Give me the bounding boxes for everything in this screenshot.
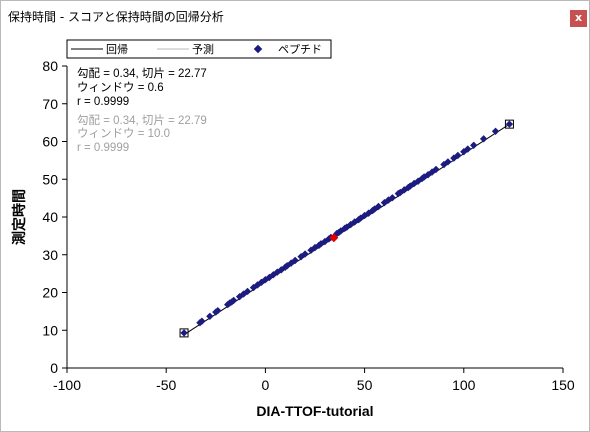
peptide-point[interactable]: [198, 317, 206, 325]
x-tick-label: 150: [551, 377, 575, 393]
y-tick-label: 20: [42, 285, 58, 301]
peptide-point[interactable]: [180, 329, 188, 337]
x-tick-label: -50: [156, 377, 176, 393]
peptide-point[interactable]: [464, 145, 472, 153]
title-bar[interactable]: 保持時間 - スコアと保持時間の回帰分析 x: [1, 1, 589, 31]
legend-peptide-marker: [253, 44, 263, 54]
y-tick-label: 10: [42, 322, 58, 338]
outlier-box: [179, 328, 189, 338]
y-tick-label: 0: [50, 360, 58, 376]
peptide-point[interactable]: [454, 151, 462, 160]
x-tick-label: 100: [452, 377, 476, 393]
selected-peptide-point[interactable]: [329, 233, 339, 243]
peptide-point[interactable]: [505, 120, 514, 128]
predicted-window: ウィンドウ = 10.0: [77, 127, 170, 140]
regression-slope-intercept: 勾配 = 0.34, 切片 = 22.77: [77, 67, 207, 80]
x-axis-title: DIA-TTOF-tutorial: [256, 403, 373, 419]
peptide-point[interactable]: [206, 312, 214, 320]
legend-predicted-label: 予測: [192, 42, 214, 56]
peptide-point[interactable]: [243, 287, 252, 296]
legend-regression-label: 回帰: [106, 43, 128, 56]
peptide-point[interactable]: [291, 256, 299, 265]
peptide-point[interactable]: [491, 127, 500, 135]
legend-box: [66, 39, 332, 59]
regression-r: r = 0.9999: [77, 96, 129, 108]
axis-ticks: -100 -50 0 50 100 150 0 10 20 30 40 50 60 70 80: [42, 58, 574, 393]
y-tick-label: 50: [42, 171, 58, 187]
y-tick-label: 60: [42, 134, 58, 150]
x-tick-label: 0: [262, 377, 270, 393]
peptide-point[interactable]: [479, 135, 488, 143]
predicted-slope-intercept: 勾配 = 0.34, 切片 = 22.79: [77, 114, 207, 127]
y-tick-label: 80: [42, 58, 58, 74]
window-title: 保持時間 - スコアと保持時間の回帰分析: [8, 10, 224, 24]
peptide-point[interactable]: [214, 306, 222, 315]
legend: 回帰 予測 ペプチド: [66, 39, 332, 59]
y-axis-title: 測定時間: [11, 189, 27, 245]
data-marks: [179, 119, 514, 338]
legend-peptides-label: ペプチド: [278, 43, 322, 56]
y-tick-label: 30: [42, 247, 58, 263]
predicted-r: r = 0.9999: [77, 142, 129, 154]
x-tick-label: 50: [357, 377, 373, 393]
x-tick-label: -100: [53, 377, 81, 393]
peptide-point[interactable]: [470, 141, 478, 149]
outlier-box: [504, 119, 514, 129]
regression-window: ウィンドウ = 0.6: [77, 81, 164, 94]
y-tick-label: 40: [42, 209, 58, 225]
y-tick-label: 70: [42, 96, 58, 112]
